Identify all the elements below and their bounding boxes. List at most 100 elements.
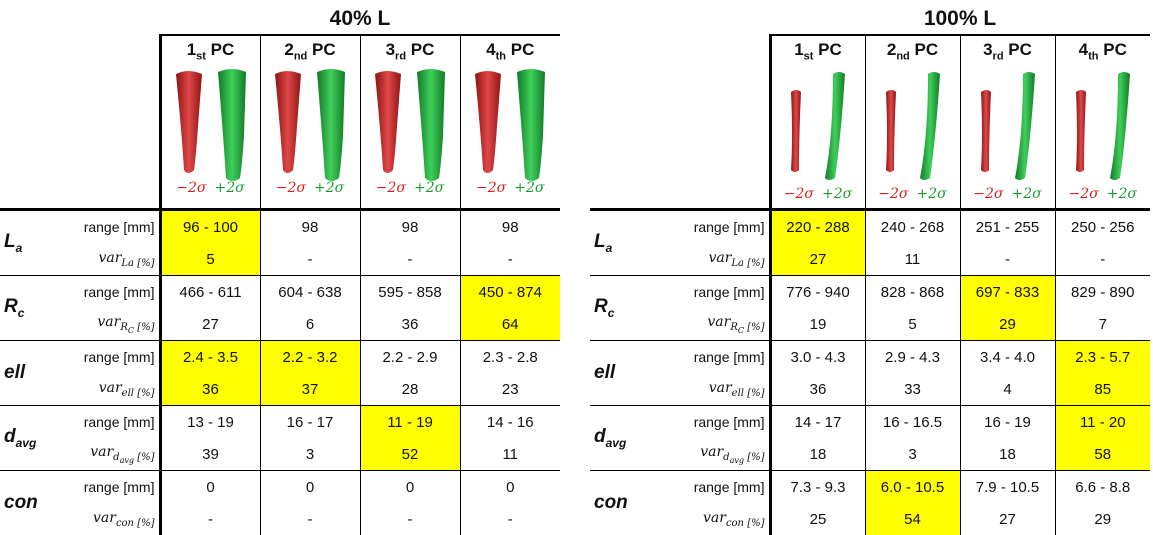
var-label: varRC [%] — [707, 314, 764, 330]
symbol: ell — [4, 362, 25, 383]
value-cell: 98 — [360, 210, 460, 244]
value-cell: 28 — [360, 373, 460, 406]
pc-title: 4th PC — [461, 40, 561, 62]
value-cell: 829 - 890 — [1055, 276, 1150, 309]
cell-text: 11 - 20 — [1080, 414, 1126, 431]
sigma-plus: +2σ — [822, 186, 852, 202]
symbol-subscript: a — [606, 241, 613, 255]
cell-text: 0 — [306, 479, 314, 496]
cell-text: 450 - 874 — [479, 284, 542, 301]
cell-text: 2.9 - 4.3 — [885, 349, 940, 366]
cell-text: 98 — [402, 219, 419, 236]
cell-text: 19 — [810, 316, 827, 333]
cell-text: 14 - 16 — [487, 414, 534, 431]
cell-text: 2.2 - 2.9 — [382, 349, 437, 366]
row-label: range [mm] — [638, 210, 770, 244]
cell-text: 250 - 256 — [1071, 219, 1134, 236]
value-cell: 0 — [160, 471, 260, 504]
symbol-subscript: c — [18, 306, 25, 320]
var-subscript: La [%] — [731, 258, 764, 269]
cell-text: 14 - 17 — [795, 414, 842, 431]
var-base: var — [99, 380, 122, 396]
var-sub: ell — [732, 388, 744, 399]
value-cell: 54 — [865, 503, 960, 535]
cell-text: 29 — [1094, 511, 1111, 528]
value-cell: 3 — [865, 438, 960, 471]
cell-text: 64 — [502, 316, 519, 333]
var-base: var — [90, 444, 113, 460]
symbol: L — [594, 231, 606, 252]
value-cell: 27 — [770, 243, 865, 276]
cell-text: 0 — [506, 479, 514, 496]
symbol: con — [4, 492, 38, 513]
spacer — [590, 35, 770, 210]
row-label: varRC [%] — [638, 308, 770, 341]
var-unit: [%] — [747, 388, 764, 399]
var-subscript: ell [%] — [122, 388, 155, 399]
range-label: range [mm] — [694, 349, 765, 365]
row-label: varcon [%] — [58, 503, 160, 535]
sigma-labels: −2σ+2σ — [461, 180, 561, 196]
value-cell: - — [260, 243, 360, 276]
cell-text: 36 — [402, 316, 419, 333]
value-cell: 595 - 858 — [360, 276, 460, 309]
value-cell: 11 — [865, 243, 960, 276]
row-label: range [mm] — [58, 406, 160, 439]
pc-suffix: th — [1088, 50, 1098, 62]
bone-shape — [1015, 72, 1035, 180]
value-cell: 98 — [460, 210, 560, 244]
cell-text: 37 — [302, 381, 319, 398]
var-sub: con — [726, 518, 744, 529]
bone-shape — [417, 69, 445, 181]
symbol-subscript: avg — [16, 436, 37, 450]
sigma-labels: −2σ+2σ — [261, 180, 360, 196]
value-cell: 3.4 - 4.0 — [960, 341, 1055, 374]
var-sub: R — [730, 322, 738, 333]
value-cell: 776 - 940 — [770, 276, 865, 309]
symbol: R — [594, 296, 608, 317]
cell-text: 36 — [202, 381, 219, 398]
value-cell: 0 — [360, 471, 460, 504]
sigma-plus: +2σ — [917, 186, 947, 202]
row-symbol: La — [590, 210, 638, 276]
sigma-labels: −2σ+2σ — [162, 180, 260, 196]
pc-title: 3rd PC — [361, 40, 460, 62]
var-sub2: C — [738, 326, 744, 335]
cell-text: 18 — [810, 446, 827, 463]
cell-text: 776 - 940 — [786, 284, 849, 301]
value-cell: - — [460, 503, 560, 535]
bone-shape — [176, 71, 202, 173]
var-subscript: RC [%] — [120, 322, 154, 333]
var-subscript: davg [%] — [723, 452, 764, 463]
var-sub2: avg — [120, 456, 134, 465]
value-cell: 13 - 19 — [160, 406, 260, 439]
value-cell: 7.9 - 10.5 — [960, 471, 1055, 504]
value-cell: 98 — [260, 210, 360, 244]
sigma-plus: +2σ — [514, 180, 544, 196]
value-cell: 220 - 288 — [770, 210, 865, 244]
cell-text: 604 - 638 — [278, 284, 341, 301]
pc-label: PC — [1103, 40, 1127, 59]
value-cell: 96 - 100 — [160, 210, 260, 244]
symbol-subscript: c — [608, 306, 615, 320]
value-cell: 2.3 - 2.8 — [460, 341, 560, 374]
value-cell: 14 - 17 — [770, 406, 865, 439]
sigma-minus: −2σ — [176, 180, 206, 196]
cell-text: 697 - 833 — [976, 284, 1039, 301]
pc-label: PC — [312, 40, 336, 59]
value-cell: 3.0 - 4.3 — [770, 341, 865, 374]
cell-text: 5 — [206, 251, 214, 268]
range-label: range [mm] — [694, 479, 765, 495]
value-cell: 11 — [460, 438, 560, 471]
bone-shape — [275, 71, 301, 173]
sigma-labels: −2σ+2σ — [772, 186, 865, 202]
var-sub: con — [116, 518, 134, 529]
pc-suffix: st — [196, 50, 206, 62]
sigma-plus: +2σ — [414, 180, 444, 196]
bone-shape — [825, 72, 845, 180]
